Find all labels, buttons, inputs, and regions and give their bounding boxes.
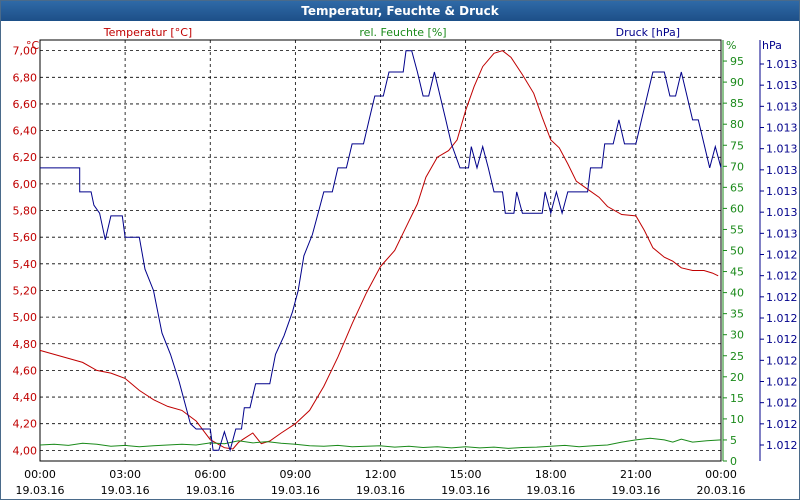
- temp-tick-label: 5,60: [13, 231, 38, 244]
- pressure-tick-label: 1.013: [766, 227, 798, 240]
- x-tick-date: 20.03.16: [697, 484, 746, 497]
- x-tick-date: 19.03.16: [271, 484, 320, 497]
- pressure-tick-label: 1.013: [766, 206, 798, 219]
- temp-tick-label: 5,40: [13, 258, 38, 271]
- x-tick-time: 06:00: [194, 468, 226, 481]
- pressure-unit-label: hPa: [762, 39, 782, 52]
- x-tick-time: 15:00: [450, 468, 482, 481]
- pressure-tick-label: 1.013: [766, 122, 798, 135]
- temp-tick-label: 6,20: [13, 151, 38, 164]
- temp-axis-title: Temperatur [°C]: [103, 26, 192, 39]
- axes: 4,00 4,20 4,40 4,60 4,80 5,00 5,20 5,40 5,60 5,80…: [13, 40, 798, 497]
- pressure-tick-label: 1.012: [766, 249, 798, 262]
- pressure-tick-label: 1.012: [766, 439, 798, 452]
- pressure-tick-label: 1.012: [766, 291, 798, 304]
- axis-labels: °C Temperatur [°C] rel. Feuchte [%] Druc…: [26, 26, 782, 52]
- humidity-tick-label: 50: [730, 245, 744, 258]
- pressure-tick-label: 1.013: [766, 58, 798, 71]
- temp-tick-label: 6,80: [13, 71, 38, 84]
- grid: [39, 39, 722, 462]
- series-lines: [39, 50, 722, 453]
- x-tick-time: 12:00: [365, 468, 397, 481]
- x-tick-time: 18:00: [535, 468, 567, 481]
- humidity-tick-label: 0: [730, 455, 737, 468]
- pressure-tick-label: 1.012: [766, 270, 798, 283]
- humidity-tick-label: 60: [730, 202, 744, 215]
- x-tick-date: 19.03.16: [356, 484, 405, 497]
- humidity-tick-label: 10: [730, 413, 744, 426]
- x-tick-time: 21:00: [620, 468, 652, 481]
- temp-tick-label: 4,20: [13, 418, 38, 431]
- pressure-tick-label: 1.012: [766, 376, 798, 389]
- series-line-temperatur: [39, 50, 719, 450]
- series-line-rel-feuchte: [39, 437, 722, 449]
- pressure-tick-label: 1.013: [766, 79, 798, 92]
- humidity-tick-label: 25: [730, 350, 744, 363]
- x-tick-date: 19.03.16: [16, 484, 65, 497]
- pressure-tick-label: 1.012: [766, 312, 798, 325]
- humidity-tick-label: 5: [730, 434, 737, 447]
- pressure-tick-label: 1.013: [766, 164, 798, 177]
- humidity-axis-title: rel. Feuchte [%]: [359, 26, 446, 39]
- humidity-tick-label: 75: [730, 139, 744, 152]
- temp-tick-label: 6,00: [13, 178, 38, 191]
- humidity-tick-label: 65: [730, 181, 744, 194]
- chart-title: Temperatur, Feuchte & Druck: [1, 1, 799, 21]
- temp-tick-label: 4,60: [13, 364, 38, 377]
- pressure-tick-label: 1.012: [766, 354, 798, 367]
- pressure-tick-label: 1.013: [766, 185, 798, 198]
- temp-tick-label: 4,00: [13, 444, 38, 457]
- pressure-axis-title: Druck [hPa]: [616, 26, 680, 39]
- humidity-tick-label: 20: [730, 371, 744, 384]
- x-tick-date: 19.03.16: [186, 484, 235, 497]
- x-tick-date: 19.03.16: [101, 484, 150, 497]
- humidity-tick-label: 70: [730, 160, 744, 173]
- x-tick-time: 03:00: [109, 468, 141, 481]
- temp-tick-label: 4,40: [13, 391, 38, 404]
- x-tick-time: 09:00: [280, 468, 312, 481]
- temp-tick-label: 5,80: [13, 205, 38, 218]
- temp-tick-label: 7,00: [13, 45, 38, 58]
- humidity-tick-label: 55: [730, 223, 744, 236]
- pressure-tick-label: 1.012: [766, 418, 798, 431]
- humidity-tick-label: 80: [730, 118, 744, 131]
- temp-tick-label: 5,20: [13, 284, 38, 297]
- temp-unit-label: °C: [26, 39, 40, 52]
- humidity-tick-label: 85: [730, 97, 744, 110]
- temp-tick-label: 5,00: [13, 311, 38, 324]
- humidity-tick-label: 45: [730, 266, 744, 279]
- humidity-tick-label: 35: [730, 308, 744, 321]
- temp-tick-label: 6,40: [13, 125, 38, 138]
- x-tick-date: 19.03.16: [441, 484, 490, 497]
- x-tick-time: 00:00: [24, 468, 56, 481]
- humidity-tick-label: 15: [730, 392, 744, 405]
- humidity-unit-label: %: [726, 39, 736, 52]
- humidity-tick-label: 90: [730, 76, 744, 89]
- pressure-tick-label: 1.012: [766, 397, 798, 410]
- pressure-tick-label: 1.013: [766, 143, 798, 156]
- pressure-tick-label: 1.012: [766, 333, 798, 346]
- x-tick-date: 19.03.16: [611, 484, 660, 497]
- temp-tick-label: 6,60: [13, 98, 38, 111]
- pressure-tick-label: 1.013: [766, 100, 798, 113]
- humidity-tick-label: 95: [730, 55, 744, 68]
- humidity-tick-label: 30: [730, 329, 744, 342]
- x-tick-date: 19.03.16: [526, 484, 575, 497]
- temp-tick-label: 4,80: [13, 338, 38, 351]
- x-tick-time: 00:00: [705, 468, 737, 481]
- series-line-druck: [40, 50, 722, 453]
- humidity-tick-label: 40: [730, 287, 744, 300]
